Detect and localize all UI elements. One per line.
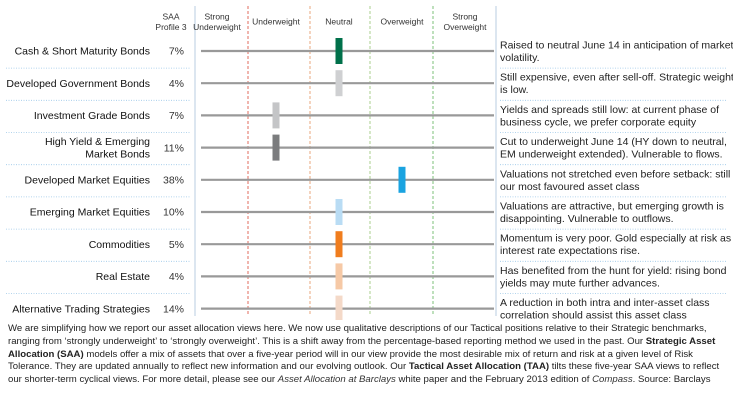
row-8-comment-line: A reduction in both intra and inter-asse…	[500, 297, 710, 309]
row-4-comment-line: Valuations not stretched even before set…	[500, 168, 730, 180]
row-0-position-marker	[335, 38, 343, 64]
row-0-comment: Raised to neutral June 14 in anticipatio…	[500, 39, 733, 64]
scale-header-4-line: Overweight	[444, 22, 488, 32]
row-2-asset-label-line: Investment Grade Bonds	[34, 110, 150, 122]
footnote-saa-bold: Strategic Asset Allocation (SAA)	[8, 335, 716, 360]
row-2-saa-value: 7%	[169, 110, 184, 122]
row-3-asset-label-line: High Yield & Emerging	[45, 136, 150, 148]
footnote-text-1: We are simplifying how we report our ass…	[8, 323, 707, 347]
saa-header-line: SAA	[162, 11, 179, 21]
row-7-comment: Has benefited from the hunt for yield: r…	[500, 265, 727, 290]
row-1-asset-label: Developed Government Bonds	[6, 78, 150, 90]
row-5-comment-line: disappointing. Vulnerable to outflows.	[500, 213, 674, 225]
row-2-comment-line: Yields and spreads still low: at current…	[500, 104, 719, 116]
saa-header: SAA Profile 3	[155, 11, 186, 32]
row-8-comment-line: correlation should assist this asset cla…	[500, 310, 687, 320]
row-6-position-marker	[335, 231, 343, 258]
row-1-position-marker	[335, 70, 343, 97]
row-0-comment-line: volatility.	[500, 52, 539, 64]
row-3-saa-value: 11%	[164, 142, 184, 154]
row-0-asset-label: Cash & Short Maturity Bonds	[15, 46, 150, 58]
row-4-asset-label: Developed Market Equities	[25, 175, 150, 187]
row-8-comment: A reduction in both intra and inter-asse…	[500, 297, 710, 320]
row-3-comment-line: EM underweight extended). Vulnerable to …	[500, 149, 723, 161]
row-4-asset-label-line: Developed Market Equities	[25, 175, 150, 187]
saa-header-line: Profile 3	[155, 22, 186, 32]
footnote: We are simplifying how we report our ass…	[8, 323, 726, 387]
row-3-comment: Cut to underweight June 14 (HY down to n…	[500, 136, 727, 161]
scale-header-3: Overweight	[381, 17, 425, 27]
row-4-position-marker	[398, 166, 406, 193]
row-5-asset-label-line: Emerging Market Equities	[30, 207, 150, 219]
row-7-saa-value: 4%	[169, 271, 184, 283]
row-3-position-marker	[272, 134, 280, 161]
scale-header-1-line: Underweight	[252, 17, 300, 27]
row-7-asset-label-line: Real Estate	[96, 271, 150, 283]
row-1-asset-label-line: Developed Government Bonds	[6, 78, 150, 90]
row-1-comment-line: Still expensive, even after sell-off. St…	[500, 72, 733, 84]
scale-header-0-line: Strong	[204, 11, 229, 21]
row-5-comment-line: Valuations are attractive, but emerging …	[500, 200, 724, 212]
row-2-position-marker	[272, 102, 280, 129]
row-7-asset-label: Real Estate	[96, 271, 150, 283]
row-6-comment-line: Momentum is very poor. Gold especially a…	[500, 233, 731, 245]
scale-header-4-line: Strong	[452, 11, 477, 21]
row-0-comment-line: Raised to neutral June 14 in anticipatio…	[500, 39, 733, 51]
row-8-saa-value: 14%	[163, 303, 184, 315]
row-7-comment-line: Has benefited from the hunt for yield: r…	[500, 265, 727, 277]
footnote-text-3: tilts these five-year SAA views to refle…	[8, 361, 720, 386]
row-7-position-marker	[335, 263, 343, 290]
row-8-asset-label: Alternative Trading Strategies	[12, 303, 150, 315]
footnote-taa-bold: Tactical Asset Allocation (TAA)	[408, 361, 550, 373]
row-8-position-marker	[335, 295, 343, 320]
row-6-comment: Momentum is very poor. Gold especially a…	[500, 233, 731, 258]
scale-header-2: Neutral	[325, 17, 353, 27]
footnote-text-2: models offer a mix of assets that over a…	[8, 348, 693, 373]
row-7-comment-line: yields may mute further advances.	[500, 277, 660, 289]
row-1-saa-value: 4%	[169, 78, 184, 90]
row-3-asset-label: High Yield & Emerging Market Bonds	[45, 136, 150, 161]
footnote-white-paper-link: Asset Allocation at Barclays	[277, 374, 396, 386]
row-4-saa-value: 38%	[163, 175, 184, 187]
row-0-saa-value: 7%	[169, 46, 184, 58]
scale-header-1: Underweight	[252, 17, 300, 27]
scale-header-2-line: Neutral	[325, 17, 353, 27]
row-4-comment: Valuations not stretched even before set…	[500, 168, 730, 193]
row-5-saa-value: 10%	[163, 207, 184, 219]
row-8-asset-label-line: Alternative Trading Strategies	[12, 303, 150, 315]
row-5-comment: Valuations are attractive, but emerging …	[500, 200, 724, 225]
scale-header-0: Strong Underweight	[193, 11, 241, 32]
row-1-comment-line: is low.	[500, 84, 529, 96]
row-5-position-marker	[335, 199, 343, 225]
row-2-asset-label: Investment Grade Bonds	[34, 110, 150, 122]
row-2-comment: Yields and spreads still low: at current…	[500, 104, 719, 129]
row-1-comment: Still expensive, even after sell-off. St…	[500, 72, 733, 97]
row-3-asset-label-line: Market Bonds	[85, 149, 150, 161]
scale-header-3-line: Overweight	[381, 17, 425, 27]
scale-header-0-line: Underweight	[193, 22, 241, 32]
scale-header-4: Strong Overweight	[444, 11, 488, 32]
footnote-compass-link: Compass	[592, 374, 633, 386]
row-2-comment-line: business cycle, we prefer corporate equi…	[500, 116, 697, 128]
footnote-text-5: . Source: Barclays	[632, 374, 711, 386]
row-6-asset-label-line: Commodities	[89, 239, 150, 251]
row-4-comment-line: our most favoured asset class	[500, 181, 639, 193]
row-6-asset-label: Commodities	[89, 239, 150, 251]
row-3-comment-line: Cut to underweight June 14 (HY down to n…	[500, 136, 727, 148]
footnote-text-4: white paper and the February 2013 editio…	[395, 374, 593, 386]
row-6-saa-value: 5%	[169, 239, 184, 251]
row-5-asset-label: Emerging Market Equities	[30, 207, 150, 219]
row-6-comment-line: interest rate expectations rise.	[500, 245, 640, 257]
row-0-asset-label-line: Cash & Short Maturity Bonds	[15, 46, 150, 58]
